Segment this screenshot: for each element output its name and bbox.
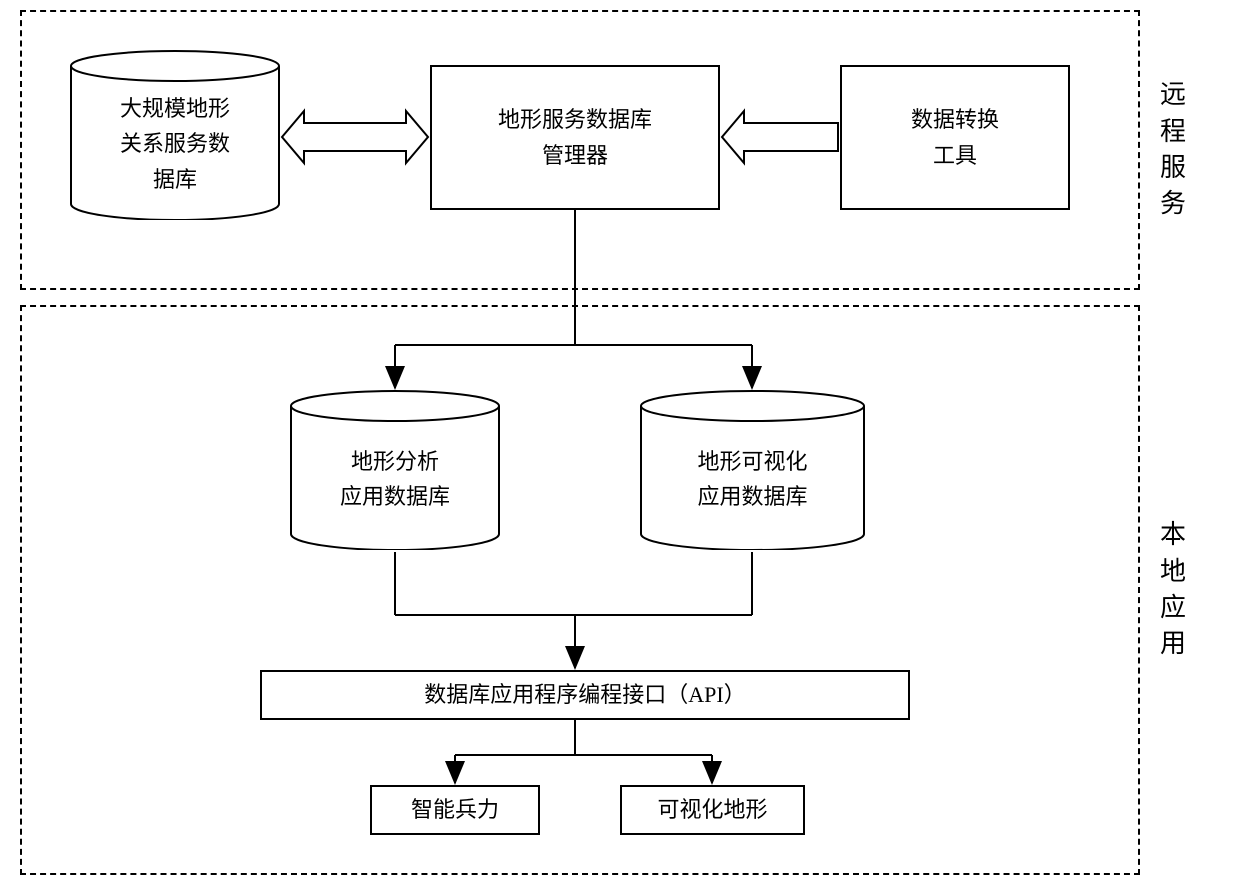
node-anadb-label: 地形分析应用数据库: [340, 426, 450, 514]
node-bigdb-label: 大规模地形关系服务数据库: [120, 73, 230, 197]
node-api-label: 数据库应用程序编程接口（API）: [424, 677, 745, 712]
remote-label: 远程服务: [1160, 77, 1186, 223]
node-conv-label: 数据转换工具: [911, 102, 999, 172]
node-api: 数据库应用程序编程接口（API）: [260, 670, 910, 720]
node-visdb: 地形可视化应用数据库: [640, 390, 865, 550]
node-force-label: 智能兵力: [411, 792, 499, 827]
node-vist-label: 可视化地形: [657, 792, 767, 827]
node-conv: 数据转换工具: [840, 65, 1070, 210]
local-label: 本地应用: [1160, 517, 1186, 663]
node-anadb: 地形分析应用数据库: [290, 390, 500, 550]
node-vist: 可视化地形: [620, 785, 805, 835]
local-container: [20, 305, 1140, 875]
node-visdb-label: 地形可视化应用数据库: [697, 426, 807, 514]
node-bigdb: 大规模地形关系服务数据库: [70, 50, 280, 220]
node-force: 智能兵力: [370, 785, 540, 835]
node-mgr-label: 地形服务数据库管理器: [498, 102, 652, 172]
node-mgr: 地形服务数据库管理器: [430, 65, 720, 210]
